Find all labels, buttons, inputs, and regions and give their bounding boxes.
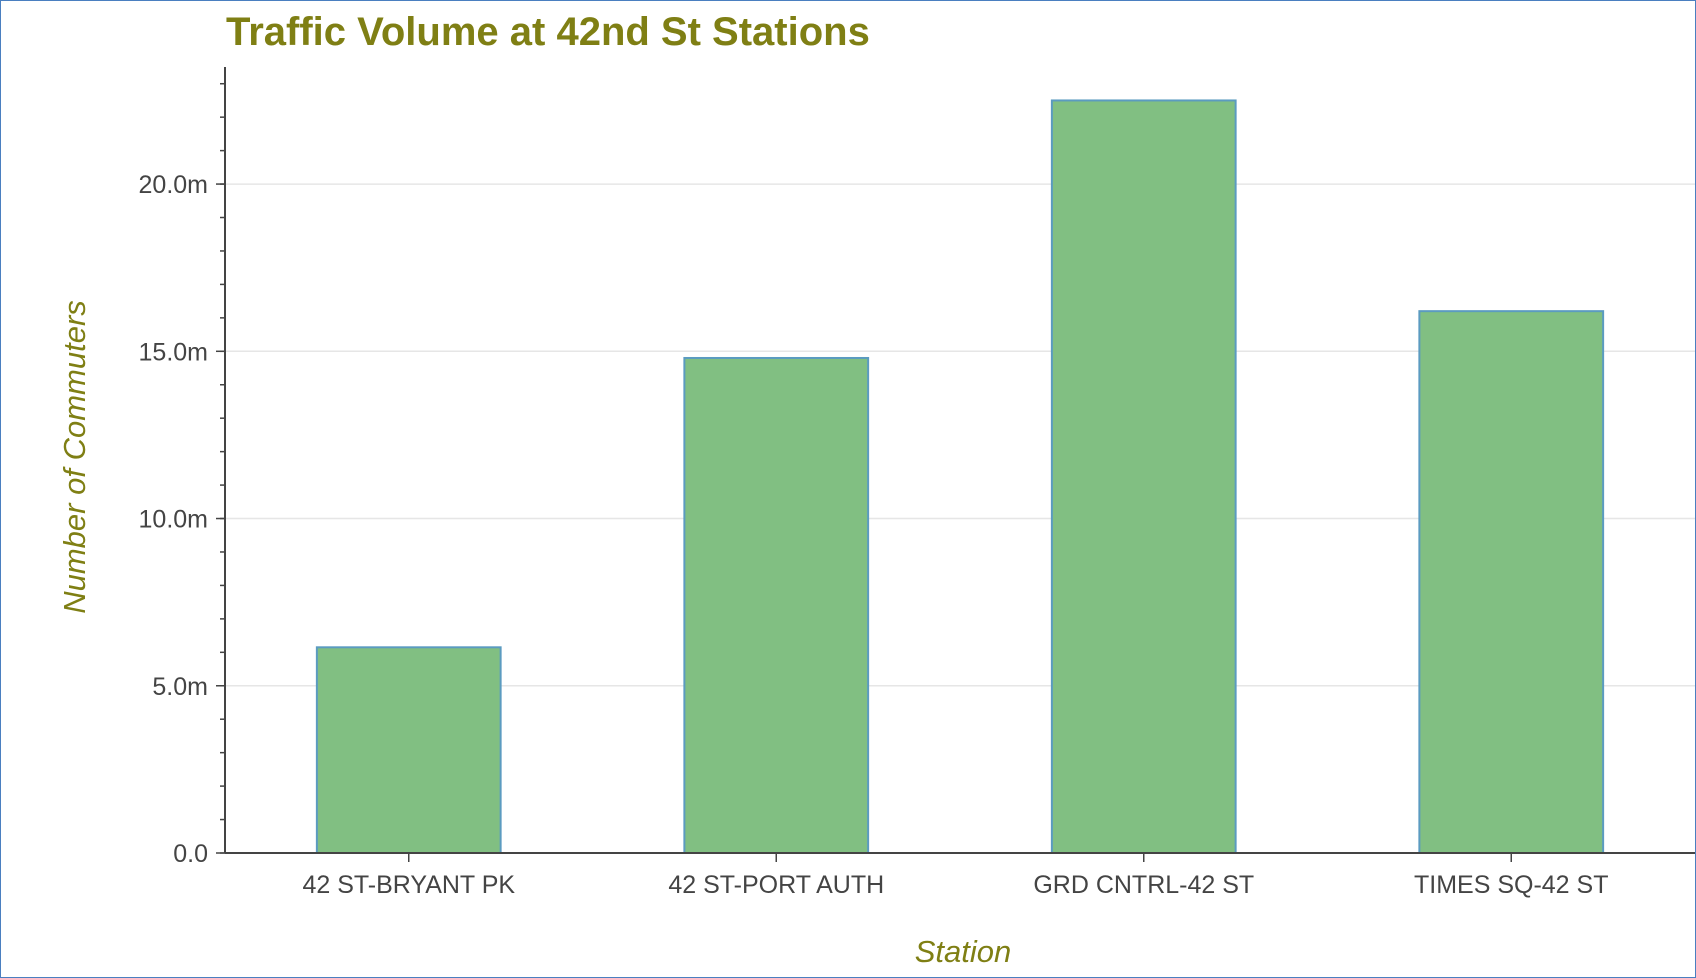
y-tick-label: 5.0m [152,673,208,701]
y-tick-label: 0.0 [173,840,208,868]
axes [216,67,1695,862]
y-tick-label: 20.0m [139,171,208,199]
x-tick-label: 42 ST-PORT AUTH [668,871,884,899]
x-axis-label: Station [915,934,1012,969]
y-tick-label: 15.0m [139,338,208,366]
bar [683,356,870,854]
x-tick-labels: 42 ST-BRYANT PK 42 ST-PORT AUTH GRD CNTRL-… [302,871,1608,899]
bar [315,646,502,854]
x-tick-label: GRD CNTRL-42 ST [1033,871,1254,899]
bar [1050,99,1237,854]
x-tick-label: 42 ST-BRYANT PK [302,871,515,899]
y-axis-label: Number of Commuters [57,300,92,614]
bar [1418,310,1605,855]
bars [315,99,1605,855]
x-tick-label: TIMES SQ-42 ST [1414,871,1608,899]
y-tick-labels: 0.0 5.0m 10.0m 15.0m 20.0m [139,171,208,868]
y-tick-label: 10.0m [139,506,208,534]
chart-title: Traffic Volume at 42nd St Stations [226,10,870,54]
